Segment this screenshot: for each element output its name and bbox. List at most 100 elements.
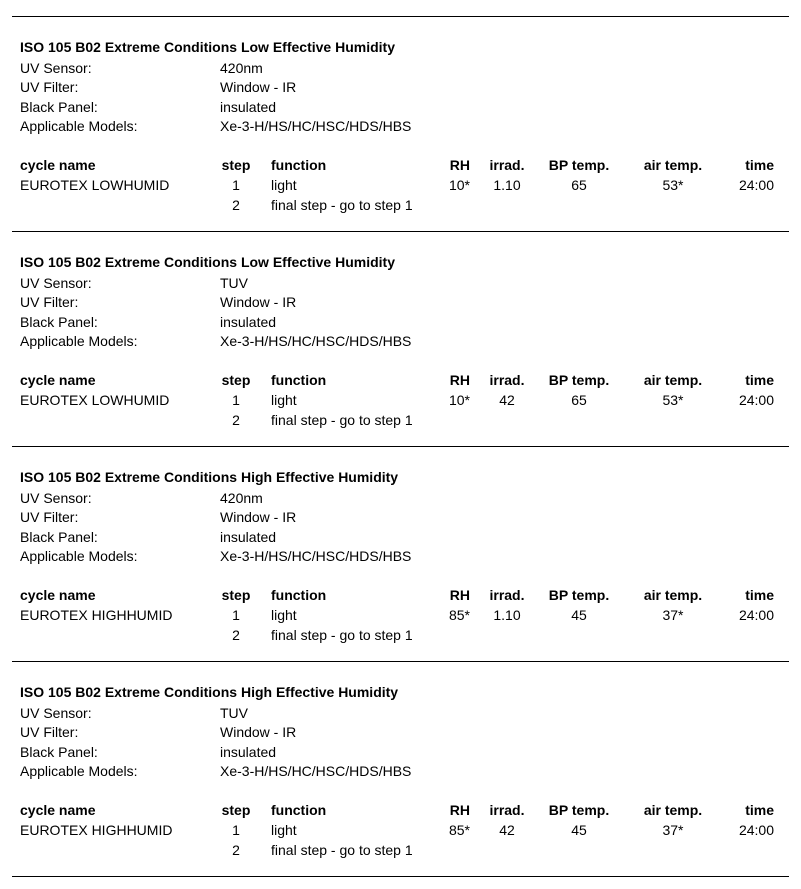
cell-air-temp: 53* [662, 177, 684, 193]
column-header-rh: RH [449, 372, 470, 388]
section-title: ISO 105 B02 Extreme Conditions High Effe… [20, 684, 399, 700]
uv-sensor-label: UV Sensor: [20, 60, 92, 76]
uv-filter-label: UV Filter: [20, 294, 79, 310]
cell-cycle-name: EUROTEX LOWHUMID [20, 177, 170, 193]
cell-function: final step - go to step 1 [271, 841, 413, 858]
black-panel-label: Black Panel: [20, 99, 98, 115]
column-header-cycle-name: cycle name [20, 372, 96, 388]
column-header-rh: RH [449, 802, 470, 818]
column-header-time: time [745, 157, 774, 173]
cell-rh: 10* [448, 392, 470, 408]
cell-step: 1 [232, 822, 240, 838]
cell-bp-temp: 65 [571, 177, 587, 193]
uv-filter-label: UV Filter: [20, 79, 79, 95]
cell-function: light [271, 607, 297, 623]
black-panel-value: insulated [220, 314, 277, 330]
applicable-models-label: Applicable Models: [20, 763, 138, 779]
uv-sensor-label: UV Sensor: [20, 275, 92, 291]
divider [12, 876, 789, 877]
column-header-rh: RH [449, 587, 470, 603]
cell-function: final step - go to step 1 [271, 411, 413, 428]
cell-function: light [271, 392, 297, 408]
column-header-cycle-name: cycle name [20, 157, 96, 173]
uv-sensor-value: 420nm [220, 60, 263, 76]
test-method-section: ISO 105 B02 Extreme Conditions High Effe… [0, 661, 801, 876]
applicable-models-label: Applicable Models: [20, 118, 138, 134]
column-header-time: time [745, 587, 774, 603]
cell-step: 2 [232, 411, 240, 428]
cell-step: 2 [232, 626, 240, 643]
column-header-time: time [745, 802, 774, 818]
applicable-models-value: Xe-3-H/HS/HC/HSC/HDS/HBS [220, 763, 412, 779]
cell-irrad: 42 [499, 822, 515, 838]
cell-air-temp: 37* [662, 822, 684, 838]
applicable-models-label: Applicable Models: [20, 333, 138, 349]
column-header-bp-temp: BP temp. [548, 372, 610, 388]
cell-function: light [271, 177, 297, 193]
uv-filter-label: UV Filter: [20, 724, 79, 740]
cell-step: 2 [232, 841, 240, 858]
black-panel-value: insulated [220, 99, 277, 115]
column-header-cycle-name: cycle name [20, 802, 96, 818]
cell-function: light [271, 822, 297, 838]
uv-sensor-label: UV Sensor: [20, 705, 92, 721]
column-header-function: function [271, 157, 327, 173]
cell-bp-temp: 45 [571, 607, 587, 623]
column-header-bp-temp: BP temp. [548, 802, 610, 818]
cell-air-temp: 37* [662, 607, 684, 623]
uv-filter-value: Window - IR [220, 79, 297, 95]
section-title: ISO 105 B02 Extreme Conditions Low Effec… [20, 254, 395, 270]
uv-filter-value: Window - IR [220, 724, 297, 740]
applicable-models-value: Xe-3-H/HS/HC/HSC/HDS/HBS [220, 118, 412, 134]
column-header-air-temp: air temp. [643, 157, 703, 173]
applicable-models-label: Applicable Models: [20, 548, 138, 564]
cell-bp-temp: 45 [571, 822, 587, 838]
cell-time: 24:00 [738, 607, 774, 623]
column-header-rh: RH [449, 157, 470, 173]
cell-step: 1 [232, 607, 240, 623]
column-header-step: step [221, 372, 251, 388]
column-header-irrad: irrad. [489, 802, 525, 818]
divider [12, 661, 789, 662]
cell-cycle-name: EUROTEX HIGHHUMID [20, 607, 173, 623]
cell-bp-temp: 65 [571, 392, 587, 408]
uv-sensor-value: 420nm [220, 490, 263, 506]
column-header-irrad: irrad. [489, 157, 525, 173]
cell-function: final step - go to step 1 [271, 196, 413, 213]
column-header-step: step [221, 802, 251, 818]
cell-cycle-name: EUROTEX HIGHHUMID [20, 822, 173, 838]
column-header-function: function [271, 372, 327, 388]
column-header-air-temp: air temp. [643, 587, 703, 603]
cell-air-temp: 53* [662, 392, 684, 408]
column-header-bp-temp: BP temp. [548, 157, 610, 173]
column-header-time: time [745, 372, 774, 388]
cell-rh: 85* [448, 822, 470, 838]
divider [12, 231, 789, 232]
column-header-bp-temp: BP temp. [548, 587, 610, 603]
column-header-function: function [271, 802, 327, 818]
cell-rh: 10* [448, 177, 470, 193]
section-title: ISO 105 B02 Extreme Conditions Low Effec… [20, 39, 395, 55]
column-header-air-temp: air temp. [643, 372, 703, 388]
cell-step: 1 [232, 177, 240, 193]
cell-step: 1 [232, 392, 240, 408]
column-header-function: function [271, 587, 327, 603]
cell-time: 24:00 [738, 177, 774, 193]
uv-filter-value: Window - IR [220, 294, 297, 310]
black-panel-value: insulated [220, 744, 277, 760]
column-header-irrad: irrad. [489, 587, 525, 603]
black-panel-value: insulated [220, 529, 277, 545]
column-header-step: step [221, 157, 251, 173]
black-panel-label: Black Panel: [20, 744, 98, 760]
cell-irrad: 1.10 [493, 607, 521, 623]
applicable-models-value: Xe-3-H/HS/HC/HSC/HDS/HBS [220, 333, 412, 349]
black-panel-label: Black Panel: [20, 529, 98, 545]
cell-time: 24:00 [738, 392, 774, 408]
cell-irrad: 42 [499, 392, 515, 408]
divider [12, 16, 789, 17]
column-header-irrad: irrad. [489, 372, 525, 388]
column-header-air-temp: air temp. [643, 802, 703, 818]
applicable-models-value: Xe-3-H/HS/HC/HSC/HDS/HBS [220, 548, 412, 564]
test-method-section: ISO 105 B02 Extreme Conditions High Effe… [0, 446, 801, 661]
uv-sensor-label: UV Sensor: [20, 490, 92, 506]
